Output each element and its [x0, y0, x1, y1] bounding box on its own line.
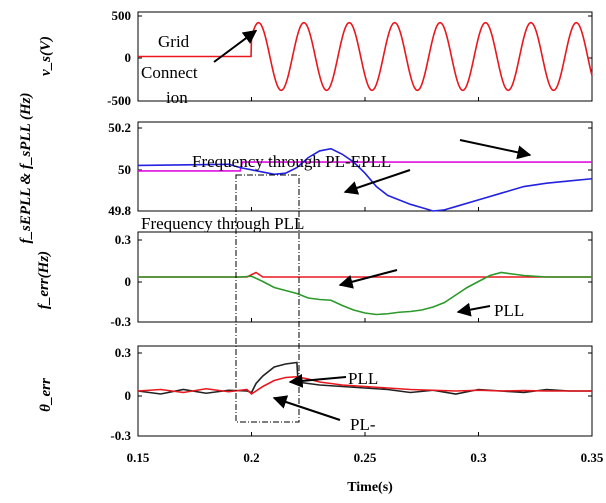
y-tick-label: 0 [125, 388, 132, 403]
y-tick-label: 0 [125, 50, 132, 65]
annotation-text: Frequency through PL-EPLL [192, 152, 391, 171]
y-tick-label: -500 [107, 93, 131, 108]
y-tick-label: 500 [112, 8, 132, 23]
x-tick-label: 0.25 [354, 450, 377, 465]
y-tick-label: -0.3 [110, 428, 131, 443]
annotation-arrow [345, 170, 410, 192]
x-tick-label: 0.2 [243, 450, 259, 465]
annotation-arrow [274, 398, 340, 420]
y-tick-label: -0.3 [110, 314, 131, 329]
annotation-text: ion [166, 88, 188, 107]
y-tick-label: 50 [118, 162, 131, 177]
annotation-arrow [460, 140, 530, 155]
x-tick-label: 0.3 [470, 450, 487, 465]
annotation-text: Grid [158, 32, 190, 51]
x-tick-label: 0.35 [581, 450, 604, 465]
x-axis-label: Time(s) [347, 480, 393, 495]
panel-3: 0.3 0 -0.3 f_err(Hz) PLL [36, 232, 592, 329]
y-tick-label: 50.2 [108, 120, 131, 135]
y-tick-label: 49.8 [108, 203, 131, 218]
highlight-window [236, 175, 299, 422]
panel-4: 0.3 0 -0.3 θ_err PLL PL- 0.15 0.2 0.25 0.3 0.35 Tim… [38, 345, 604, 495]
annotation-text: Connect [141, 63, 198, 82]
y-tick-label: 0 [125, 274, 132, 289]
y-axis-label: f_sEPLL & f_sPLL (Hz) [18, 93, 34, 244]
panel-1: 500 0 -500 v_s(V) Grid Connect ion [38, 8, 592, 108]
series-line-1 [138, 23, 592, 91]
y-tick-label: 0.3 [115, 345, 132, 360]
x-tick-label: 0.15 [127, 450, 150, 465]
y-axis-label: θ_err [38, 378, 54, 412]
panel-2: 50.2 50 49.8 f_sEPLL & f_sPLL (Hz) Frequency… [18, 93, 592, 244]
annotation-arrow [458, 306, 490, 312]
y-tick-label: 0.3 [115, 232, 132, 247]
annotation-arrow [214, 31, 256, 62]
y-axis-label: f_err(Hz) [36, 251, 52, 309]
y-axis-label: v_s(V) [38, 36, 54, 76]
annotation-text: PLL [348, 369, 378, 388]
annotation-text: PL- [350, 415, 376, 434]
annotation-text: PLL [494, 301, 524, 320]
annotation-text: Frequency through PLL [141, 214, 304, 233]
